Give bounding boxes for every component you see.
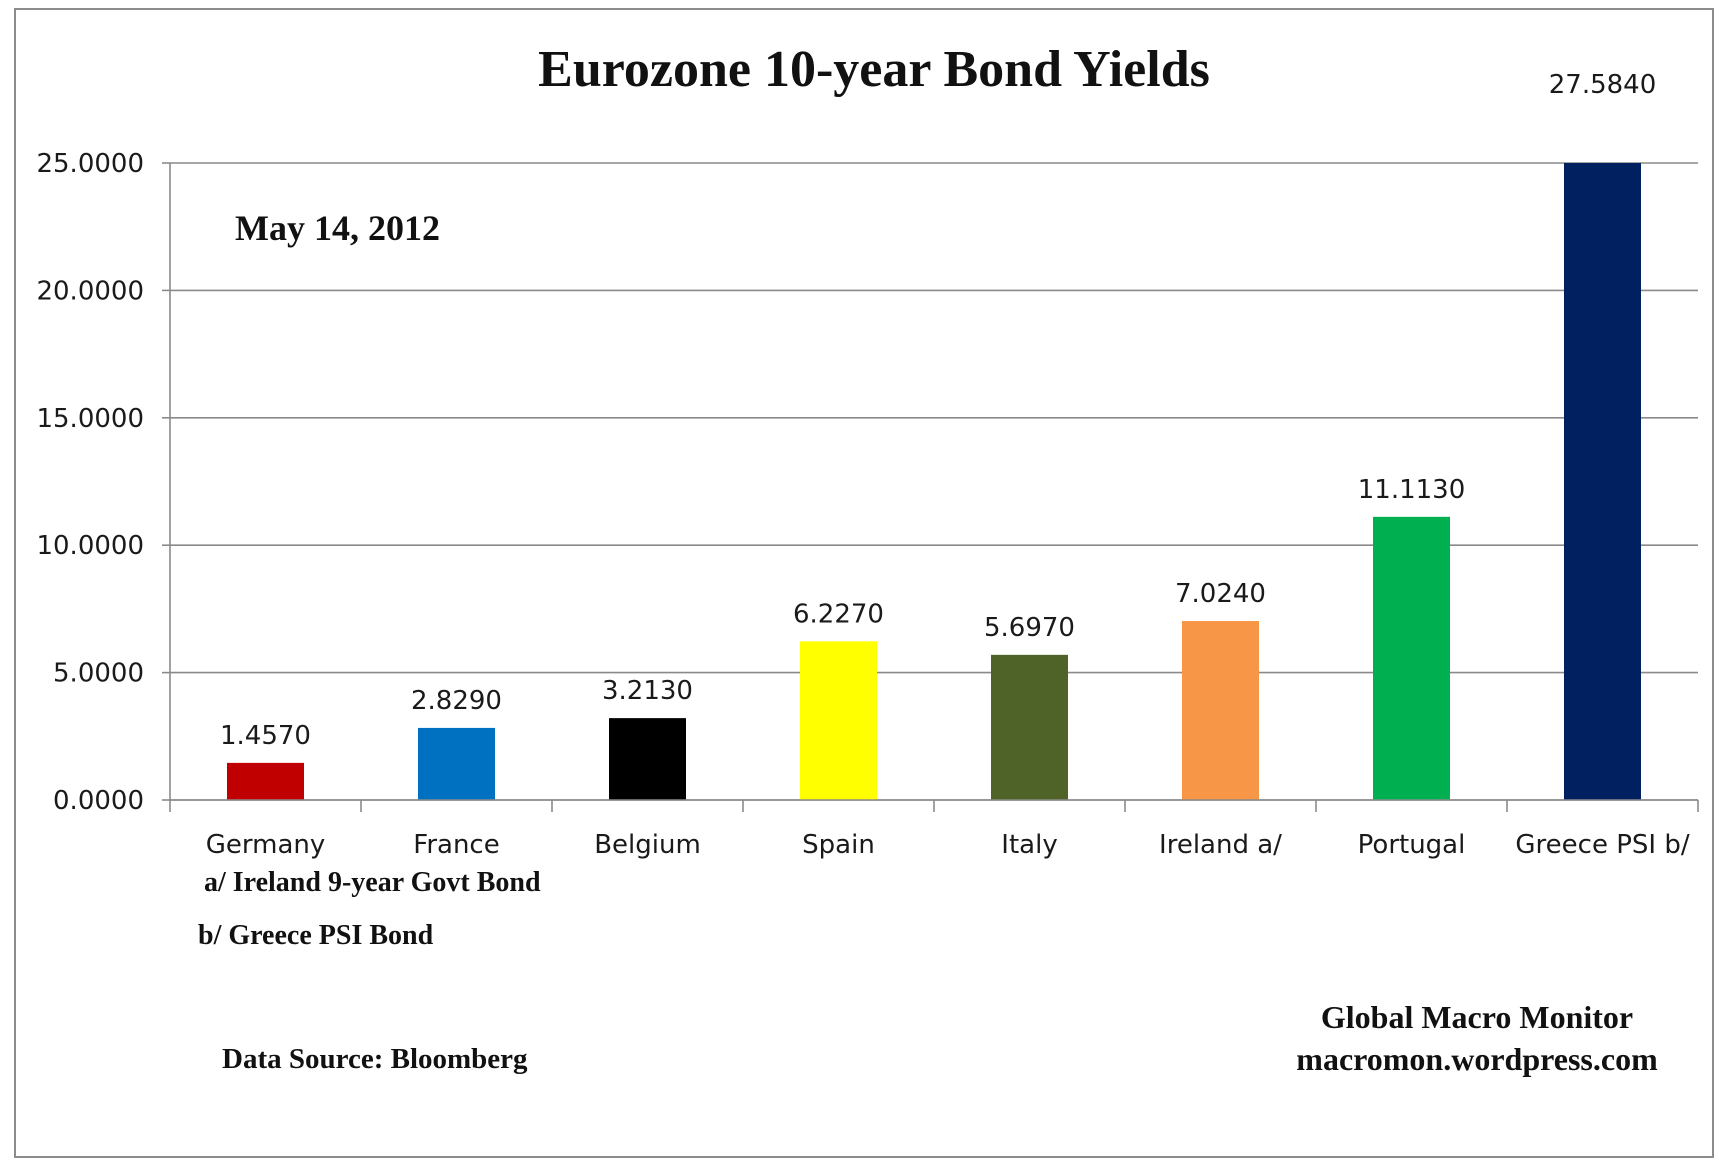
x-tick-label: Spain [802,830,875,860]
data-source: Data Source: Bloomberg [222,1043,528,1075]
bar [227,762,304,800]
data-label: 1.4570 [220,721,311,751]
bars: 1.4570 2.8290 3.2130 6.2270 5.6970 7.0240 11.1… [220,70,1656,800]
x-tick-label: Italy [1001,830,1057,860]
y-tick-label: 5.0000 [53,659,144,689]
data-label: 5.6970 [984,613,1075,643]
data-label: 27.5840 [1549,70,1657,100]
x-tick-label: Germany [206,830,326,860]
credit-line-1: Global Macro Monitor [1321,999,1633,1035]
gridlines [170,162,1698,801]
x-axis: Germany France Belgium Spain Italy Ireland a/… [169,799,1699,860]
data-label: 11.1130 [1358,475,1466,505]
y-tick-label: 25.0000 [36,149,144,179]
bar [1182,621,1259,800]
chart-subtitle-date: May 14, 2012 [235,208,440,248]
y-tick-label: 20.0000 [36,276,144,306]
data-label: 6.2270 [793,599,884,629]
x-tick-label: Greece PSI b/ [1515,830,1689,860]
y-tick-label: 10.0000 [36,531,144,561]
bar [991,654,1068,800]
x-tick-label: Belgium [594,830,701,860]
bar [1373,516,1450,800]
note-a: a/ Ireland 9-year Govt Bond [204,867,541,898]
chart-title: Eurozone 10-year Bond Yields [538,41,1210,98]
y-axis-ticks: 0.0000 5.0000 10.0000 15.0000 20.0000 25.0000 [36,149,171,816]
y-tick-label: 0.0000 [53,786,144,816]
bar [609,718,686,800]
credit-line-2: macromon.wordpress.com [1296,1041,1658,1077]
data-label: 2.8290 [411,686,502,716]
note-b: b/ Greece PSI Bond [198,920,434,951]
data-label: 7.0240 [1175,579,1266,609]
bar [1564,163,1641,800]
bar [418,727,495,800]
x-tick-label: Ireland a/ [1159,830,1282,860]
x-tick-label: Portugal [1358,830,1466,860]
data-label: 3.2130 [602,676,693,706]
x-tick-label: France [413,830,499,860]
bar [800,641,877,800]
y-tick-label: 15.0000 [36,404,144,434]
